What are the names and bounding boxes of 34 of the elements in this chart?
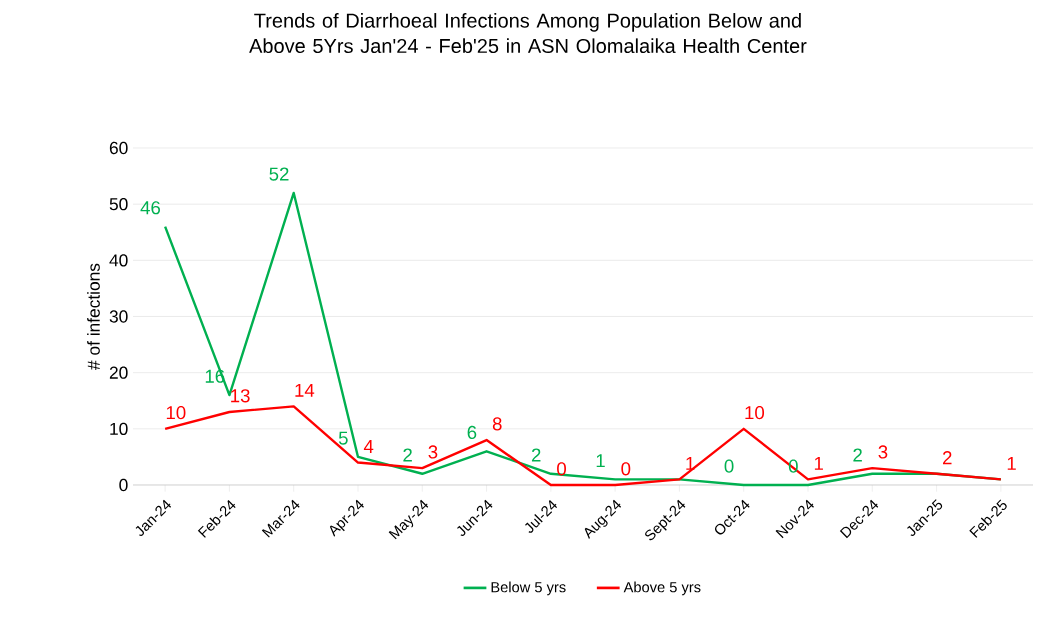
chart-title: Trends of Diarrhoeal Infections Among Population Below and Above 5Yrs Jan'24 - Feb'25 in ASN Olomalaika Health Center bbox=[249, 13, 807, 54]
y-tick-label: 60 bbox=[109, 141, 128, 155]
data-label: 5 bbox=[338, 431, 348, 445]
data-label: 13 bbox=[231, 389, 250, 403]
data-label: 3 bbox=[428, 445, 438, 459]
data-label: 1 bbox=[596, 454, 605, 468]
data-label: 4 bbox=[363, 440, 374, 453]
data-label: 1 bbox=[814, 456, 823, 470]
data-label: 0 bbox=[724, 459, 734, 473]
data-label: 8 bbox=[492, 417, 502, 431]
y-tick-label: 50 bbox=[109, 198, 128, 211]
y-tick-label: 0 bbox=[119, 478, 128, 492]
line-series bbox=[163, 405, 1003, 487]
data-label: 1 bbox=[1007, 456, 1016, 470]
data-label: 2 bbox=[531, 448, 541, 462]
data-label: 0 bbox=[557, 462, 566, 476]
legend-label: Below 5 yrs bbox=[491, 581, 566, 596]
data-label: 2 bbox=[403, 448, 412, 462]
data-label: 3 bbox=[878, 445, 888, 459]
y-axis-title: # of infections bbox=[87, 263, 100, 370]
y-tick-label: 40 bbox=[109, 254, 128, 267]
data-label: 6 bbox=[467, 425, 477, 440]
data-label: 0 bbox=[621, 462, 631, 476]
legend-label: Above 5 yrs bbox=[623, 581, 701, 596]
data-label: 14 bbox=[295, 383, 315, 397]
data-label: 10 bbox=[166, 406, 186, 420]
data-label: 52 bbox=[269, 167, 289, 181]
y-tick-label: 30 bbox=[109, 310, 128, 323]
data-label: 46 bbox=[140, 201, 161, 215]
y-tick-label: 10 bbox=[110, 422, 128, 435]
data-label: 2 bbox=[943, 451, 952, 465]
data-label: 10 bbox=[745, 406, 765, 420]
y-tick-label: 20 bbox=[109, 366, 128, 379]
data-label: 2 bbox=[853, 448, 862, 462]
